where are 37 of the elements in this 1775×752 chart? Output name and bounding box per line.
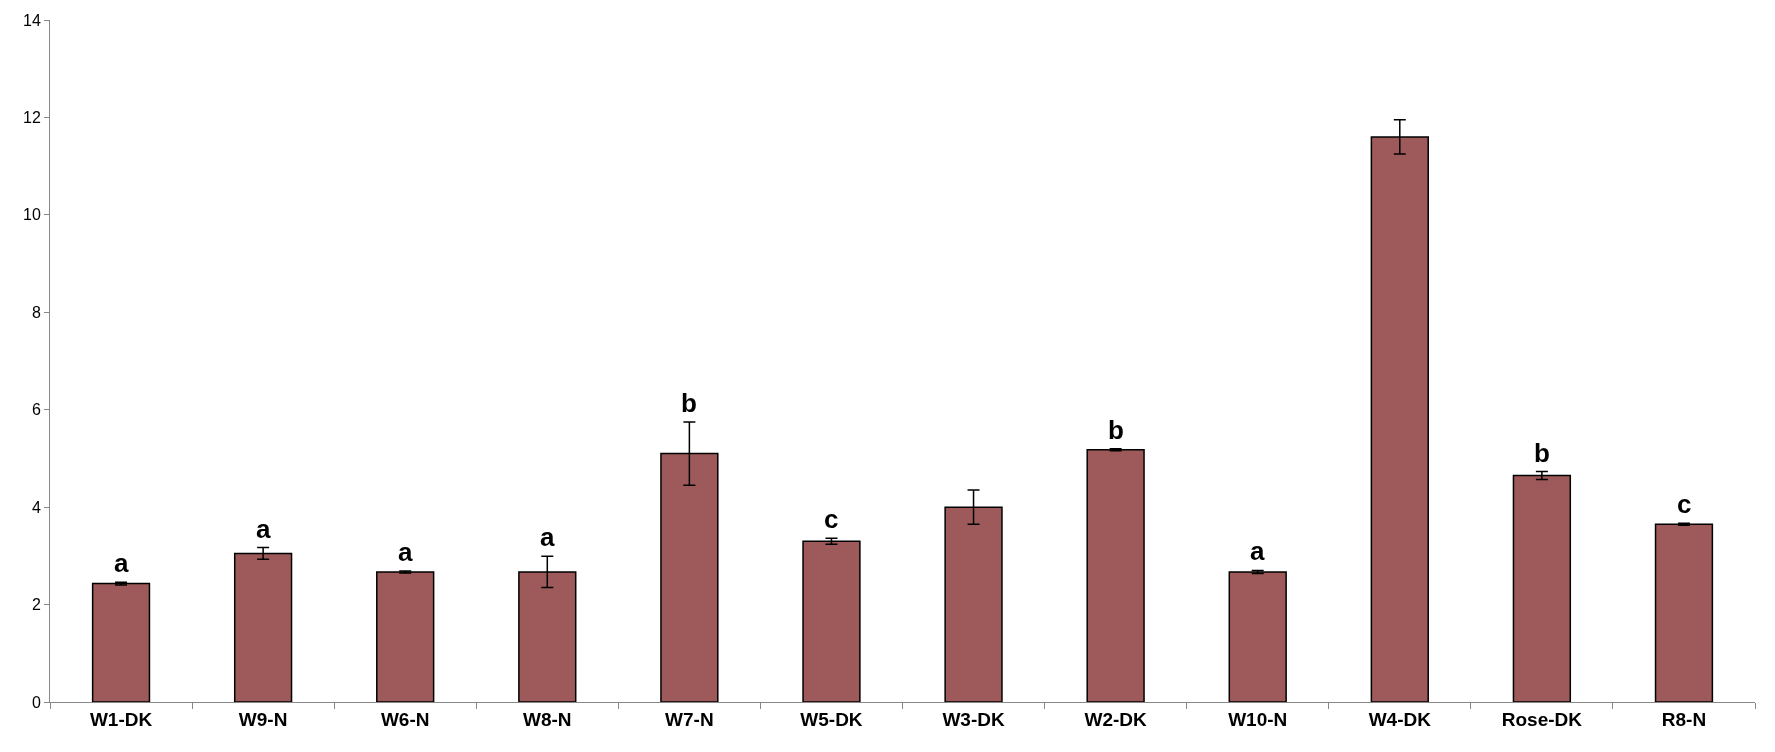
x-tick-label: W6-N	[380, 708, 430, 730]
annotation: c	[824, 504, 839, 534]
x-tick-label: W4-DK	[1368, 708, 1432, 730]
x-tick-label: R8-N	[1661, 708, 1707, 730]
bar	[802, 540, 861, 702]
y-tick-label: 6	[31, 401, 41, 419]
annotation: b	[1108, 415, 1124, 445]
annotation: c	[1677, 489, 1692, 519]
annotation: b	[1534, 438, 1550, 468]
annotation: a	[398, 537, 413, 567]
y-tick-label: 8	[31, 303, 41, 321]
x-tick-label: W1-DK	[89, 708, 153, 730]
x-tick-label: Rose-DK	[1501, 708, 1583, 730]
annotation: a	[114, 548, 129, 578]
annotation: a	[540, 522, 555, 552]
y-tick-label: 14	[23, 11, 41, 29]
y-tick-label: 12	[23, 109, 41, 127]
annotation: a	[256, 514, 271, 544]
bar	[1228, 571, 1287, 702]
y-tick-label: 2	[31, 596, 41, 614]
bar	[1512, 474, 1572, 702]
bar	[1654, 523, 1714, 702]
y-tick-label: 0	[31, 693, 41, 711]
y-tick-label: 10	[23, 206, 41, 224]
x-tick-label: W7-N	[665, 708, 714, 730]
x-tick-label: W9-N	[238, 708, 288, 730]
x-tick-label: W3-DK	[942, 708, 1005, 730]
x-tick-label: W2-DK	[1084, 708, 1148, 730]
annotation: b	[681, 388, 697, 418]
bar	[91, 582, 151, 702]
bar	[376, 571, 435, 702]
x-tick-label: W10-N	[1228, 708, 1288, 730]
y-tick-label: 4	[31, 498, 41, 516]
bar	[1086, 448, 1145, 702]
annotation: a	[1250, 536, 1265, 566]
x-tick-label: W5-DK	[800, 708, 863, 730]
x-tick-label: W8-N	[523, 708, 572, 730]
